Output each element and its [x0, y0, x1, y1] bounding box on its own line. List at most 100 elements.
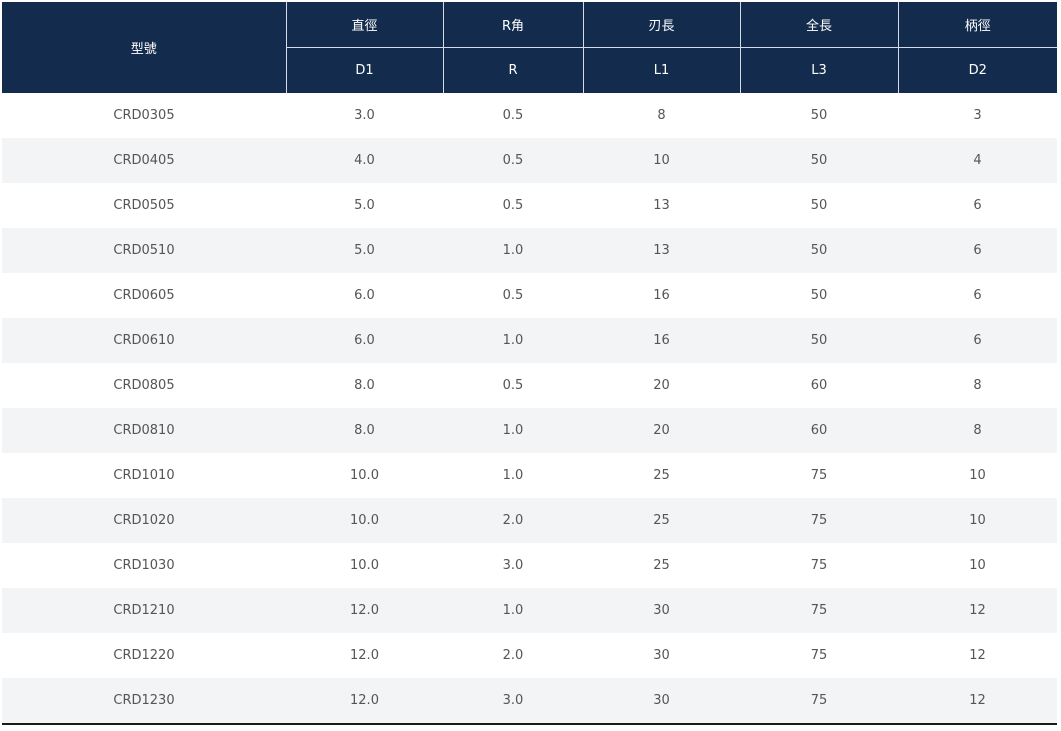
header-symbol-r: R	[442, 47, 583, 93]
cell-overall-length: 50	[740, 93, 898, 138]
table-row: CRD1030 10.0 3.0 25 75 10	[2, 543, 1057, 588]
table-row: CRD0805 8.0 0.5 20 60 8	[2, 363, 1057, 408]
header-model: 型號	[2, 2, 286, 93]
cell-model: CRD1230	[2, 678, 286, 723]
cell-overall-length: 75	[740, 543, 898, 588]
cell-diameter: 5.0	[286, 228, 443, 273]
cell-model: CRD0810	[2, 408, 286, 453]
cell-flute-length: 13	[583, 183, 740, 228]
cell-shank-diameter: 12	[898, 588, 1057, 633]
cell-flute-length: 16	[583, 318, 740, 363]
cell-model: CRD0805	[2, 363, 286, 408]
cell-flute-length: 20	[583, 363, 740, 408]
cell-diameter: 10.0	[286, 453, 443, 498]
cell-overall-length: 50	[740, 318, 898, 363]
cell-overall-length: 75	[740, 498, 898, 543]
cell-overall-length: 75	[740, 588, 898, 633]
cell-diameter: 10.0	[286, 498, 443, 543]
cell-shank-diameter: 12	[898, 633, 1057, 678]
cell-overall-length: 50	[740, 138, 898, 183]
cell-model: CRD1030	[2, 543, 286, 588]
cell-r-angle: 1.0	[443, 318, 583, 363]
cell-flute-length: 8	[583, 93, 740, 138]
cell-flute-length: 20	[583, 408, 740, 453]
table-row: CRD0305 3.0 0.5 8 50 3	[2, 93, 1057, 138]
header-symbol-l3: L3	[739, 47, 898, 93]
cell-r-angle: 2.0	[443, 633, 583, 678]
table-row: CRD1020 10.0 2.0 25 75 10	[2, 498, 1057, 543]
cell-diameter: 5.0	[286, 183, 443, 228]
cell-shank-diameter: 6	[898, 318, 1057, 363]
table-row: CRD1210 12.0 1.0 30 75 12	[2, 588, 1057, 633]
cell-shank-diameter: 3	[898, 93, 1057, 138]
table-row: CRD0405 4.0 0.5 10 50 4	[2, 138, 1057, 183]
cell-shank-diameter: 12	[898, 678, 1057, 723]
header-symbol-d1: D1	[285, 47, 443, 93]
cell-overall-length: 75	[740, 678, 898, 723]
cell-r-angle: 3.0	[443, 678, 583, 723]
cell-diameter: 3.0	[286, 93, 443, 138]
table-row: CRD1220 12.0 2.0 30 75 12	[2, 633, 1057, 678]
cell-flute-length: 25	[583, 453, 740, 498]
cell-r-angle: 0.5	[443, 363, 583, 408]
table-body: CRD0305 3.0 0.5 8 50 3 CRD0405 4.0 0.5 10 50 4 CRD05…	[2, 93, 1057, 723]
cell-overall-length: 50	[740, 228, 898, 273]
cell-r-angle: 0.5	[443, 138, 583, 183]
cell-shank-diameter: 10	[898, 498, 1057, 543]
cell-model: CRD1020	[2, 498, 286, 543]
cell-shank-diameter: 6	[898, 273, 1057, 318]
cell-model: CRD0405	[2, 138, 286, 183]
cell-overall-length: 60	[740, 408, 898, 453]
cell-flute-length: 13	[583, 228, 740, 273]
header-diameter: 直徑	[285, 2, 443, 48]
cell-r-angle: 1.0	[443, 228, 583, 273]
cell-model: CRD1010	[2, 453, 286, 498]
cell-diameter: 6.0	[286, 318, 443, 363]
cell-shank-diameter: 8	[898, 408, 1057, 453]
cell-overall-length: 75	[740, 453, 898, 498]
table-row: CRD0505 5.0 0.5 13 50 6	[2, 183, 1057, 228]
table-row: CRD0810 8.0 1.0 20 60 8	[2, 408, 1057, 453]
header-flute-length: 刃長	[582, 2, 740, 48]
cell-shank-diameter: 6	[898, 228, 1057, 273]
table-bottom-border	[2, 723, 1057, 725]
cell-model: CRD0610	[2, 318, 286, 363]
cell-diameter: 10.0	[286, 543, 443, 588]
cell-diameter: 12.0	[286, 678, 443, 723]
table-row: CRD0610 6.0 1.0 16 50 6	[2, 318, 1057, 363]
cell-overall-length: 50	[740, 183, 898, 228]
cell-model: CRD1220	[2, 633, 286, 678]
cell-flute-length: 30	[583, 588, 740, 633]
cell-flute-length: 25	[583, 498, 740, 543]
cell-r-angle: 1.0	[443, 453, 583, 498]
table-row: CRD1010 10.0 1.0 25 75 10	[2, 453, 1057, 498]
cell-diameter: 12.0	[286, 633, 443, 678]
cell-r-angle: 3.0	[443, 543, 583, 588]
cell-r-angle: 0.5	[443, 93, 583, 138]
header-shank-diameter: 柄徑	[897, 2, 1057, 48]
cell-r-angle: 0.5	[443, 273, 583, 318]
table-header: 型號 直徑 R角 刃長 全長 柄徑 D1 R L1 L3 D2	[2, 2, 1057, 93]
cell-shank-diameter: 6	[898, 183, 1057, 228]
cell-shank-diameter: 10	[898, 543, 1057, 588]
cell-model: CRD0305	[2, 93, 286, 138]
header-symbol-l1: L1	[582, 47, 740, 93]
cell-shank-diameter: 8	[898, 363, 1057, 408]
cell-diameter: 8.0	[286, 408, 443, 453]
cell-flute-length: 10	[583, 138, 740, 183]
cell-model: CRD0505	[2, 183, 286, 228]
cell-diameter: 4.0	[286, 138, 443, 183]
cell-overall-length: 50	[740, 273, 898, 318]
cell-flute-length: 30	[583, 678, 740, 723]
table-row: CRD0510 5.0 1.0 13 50 6	[2, 228, 1057, 273]
cell-model: CRD1210	[2, 588, 286, 633]
table-row: CRD0605 6.0 0.5 16 50 6	[2, 273, 1057, 318]
cell-flute-length: 16	[583, 273, 740, 318]
cell-r-angle: 0.5	[443, 183, 583, 228]
cell-diameter: 8.0	[286, 363, 443, 408]
cell-overall-length: 60	[740, 363, 898, 408]
table-row: CRD1230 12.0 3.0 30 75 12	[2, 678, 1057, 723]
cell-shank-diameter: 10	[898, 453, 1057, 498]
